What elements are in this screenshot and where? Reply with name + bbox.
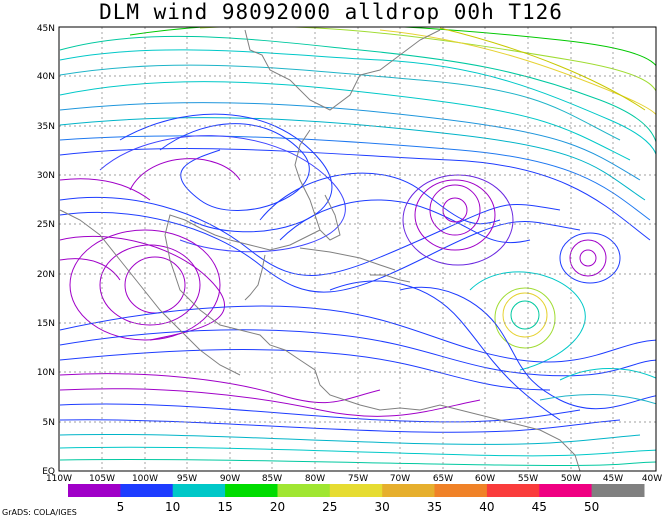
colorbar-swatch <box>68 484 121 497</box>
lon-label: 80W <box>305 474 325 484</box>
lon-label: 90W <box>220 474 240 484</box>
lat-label: 5N <box>43 418 55 428</box>
colorbar-label: 15 <box>217 500 232 514</box>
lat-label: 35N <box>37 122 55 132</box>
colorbar-label: 45 <box>532 500 547 514</box>
colorbar-swatch <box>434 484 488 497</box>
colorbar-label: 50 <box>584 500 599 514</box>
lat-label: 25N <box>37 220 55 230</box>
colorbar-label: 5 <box>117 500 125 514</box>
lon-label: 60W <box>475 474 495 484</box>
lat-label: 15N <box>37 319 55 329</box>
lon-label: 40W <box>642 474 662 484</box>
lon-label: 75W <box>348 474 368 484</box>
lat-label: 40N <box>37 72 55 82</box>
lat-label: EQ <box>42 467 55 477</box>
lat-label: 30N <box>37 171 55 181</box>
plot-frame <box>58 26 657 472</box>
colorbar: 5 10 15 20 25 30 35 40 45 50 <box>68 484 645 514</box>
gridlines <box>59 27 656 471</box>
lon-label: 95W <box>177 474 197 484</box>
lon-label: 70W <box>390 474 410 484</box>
colorbar-label: 35 <box>427 500 442 514</box>
coastlines <box>59 29 581 471</box>
colorbar-swatch <box>539 484 593 497</box>
colorbar-label: 25 <box>322 500 337 514</box>
lat-label: 45N <box>37 24 55 34</box>
colorbar-label: 10 <box>165 500 180 514</box>
lon-label: 50W <box>561 474 581 484</box>
lat-axis: EQ 5N 10N 15N 20N 25N 30N 35N 40N 45N <box>37 24 55 477</box>
lat-label: 10N <box>37 368 55 378</box>
colorbar-swatch <box>591 484 645 497</box>
streamlines <box>59 27 656 466</box>
colorbar-swatch <box>329 484 383 497</box>
colorbar-swatch <box>486 484 540 497</box>
lon-label: 110W <box>46 474 72 484</box>
lon-axis: 110W 105W 100W 95W 90W 85W 80W 75W 70W 6… <box>46 474 662 484</box>
colorbar-label: 40 <box>479 500 494 514</box>
credit-text: GrADS: COLA/IGES <box>2 508 77 517</box>
lon-label: 55W <box>518 474 538 484</box>
colorbar-label: 20 <box>270 500 285 514</box>
lon-label: 100W <box>132 474 158 484</box>
lon-label: 105W <box>89 474 115 484</box>
lat-label: 20N <box>37 270 55 280</box>
lon-label: 45W <box>603 474 623 484</box>
colorbar-swatch <box>120 484 174 497</box>
lon-label: 65W <box>433 474 453 484</box>
colorbar-swatch <box>277 484 331 497</box>
colorbar-swatch <box>382 484 436 497</box>
colorbar-label: 30 <box>375 500 390 514</box>
colorbar-swatch <box>172 484 226 497</box>
page-title: DLM wind 98092000 alldrop 00h T126 <box>99 0 563 24</box>
colorbar-swatch <box>225 484 278 497</box>
lon-label: 85W <box>262 474 282 484</box>
